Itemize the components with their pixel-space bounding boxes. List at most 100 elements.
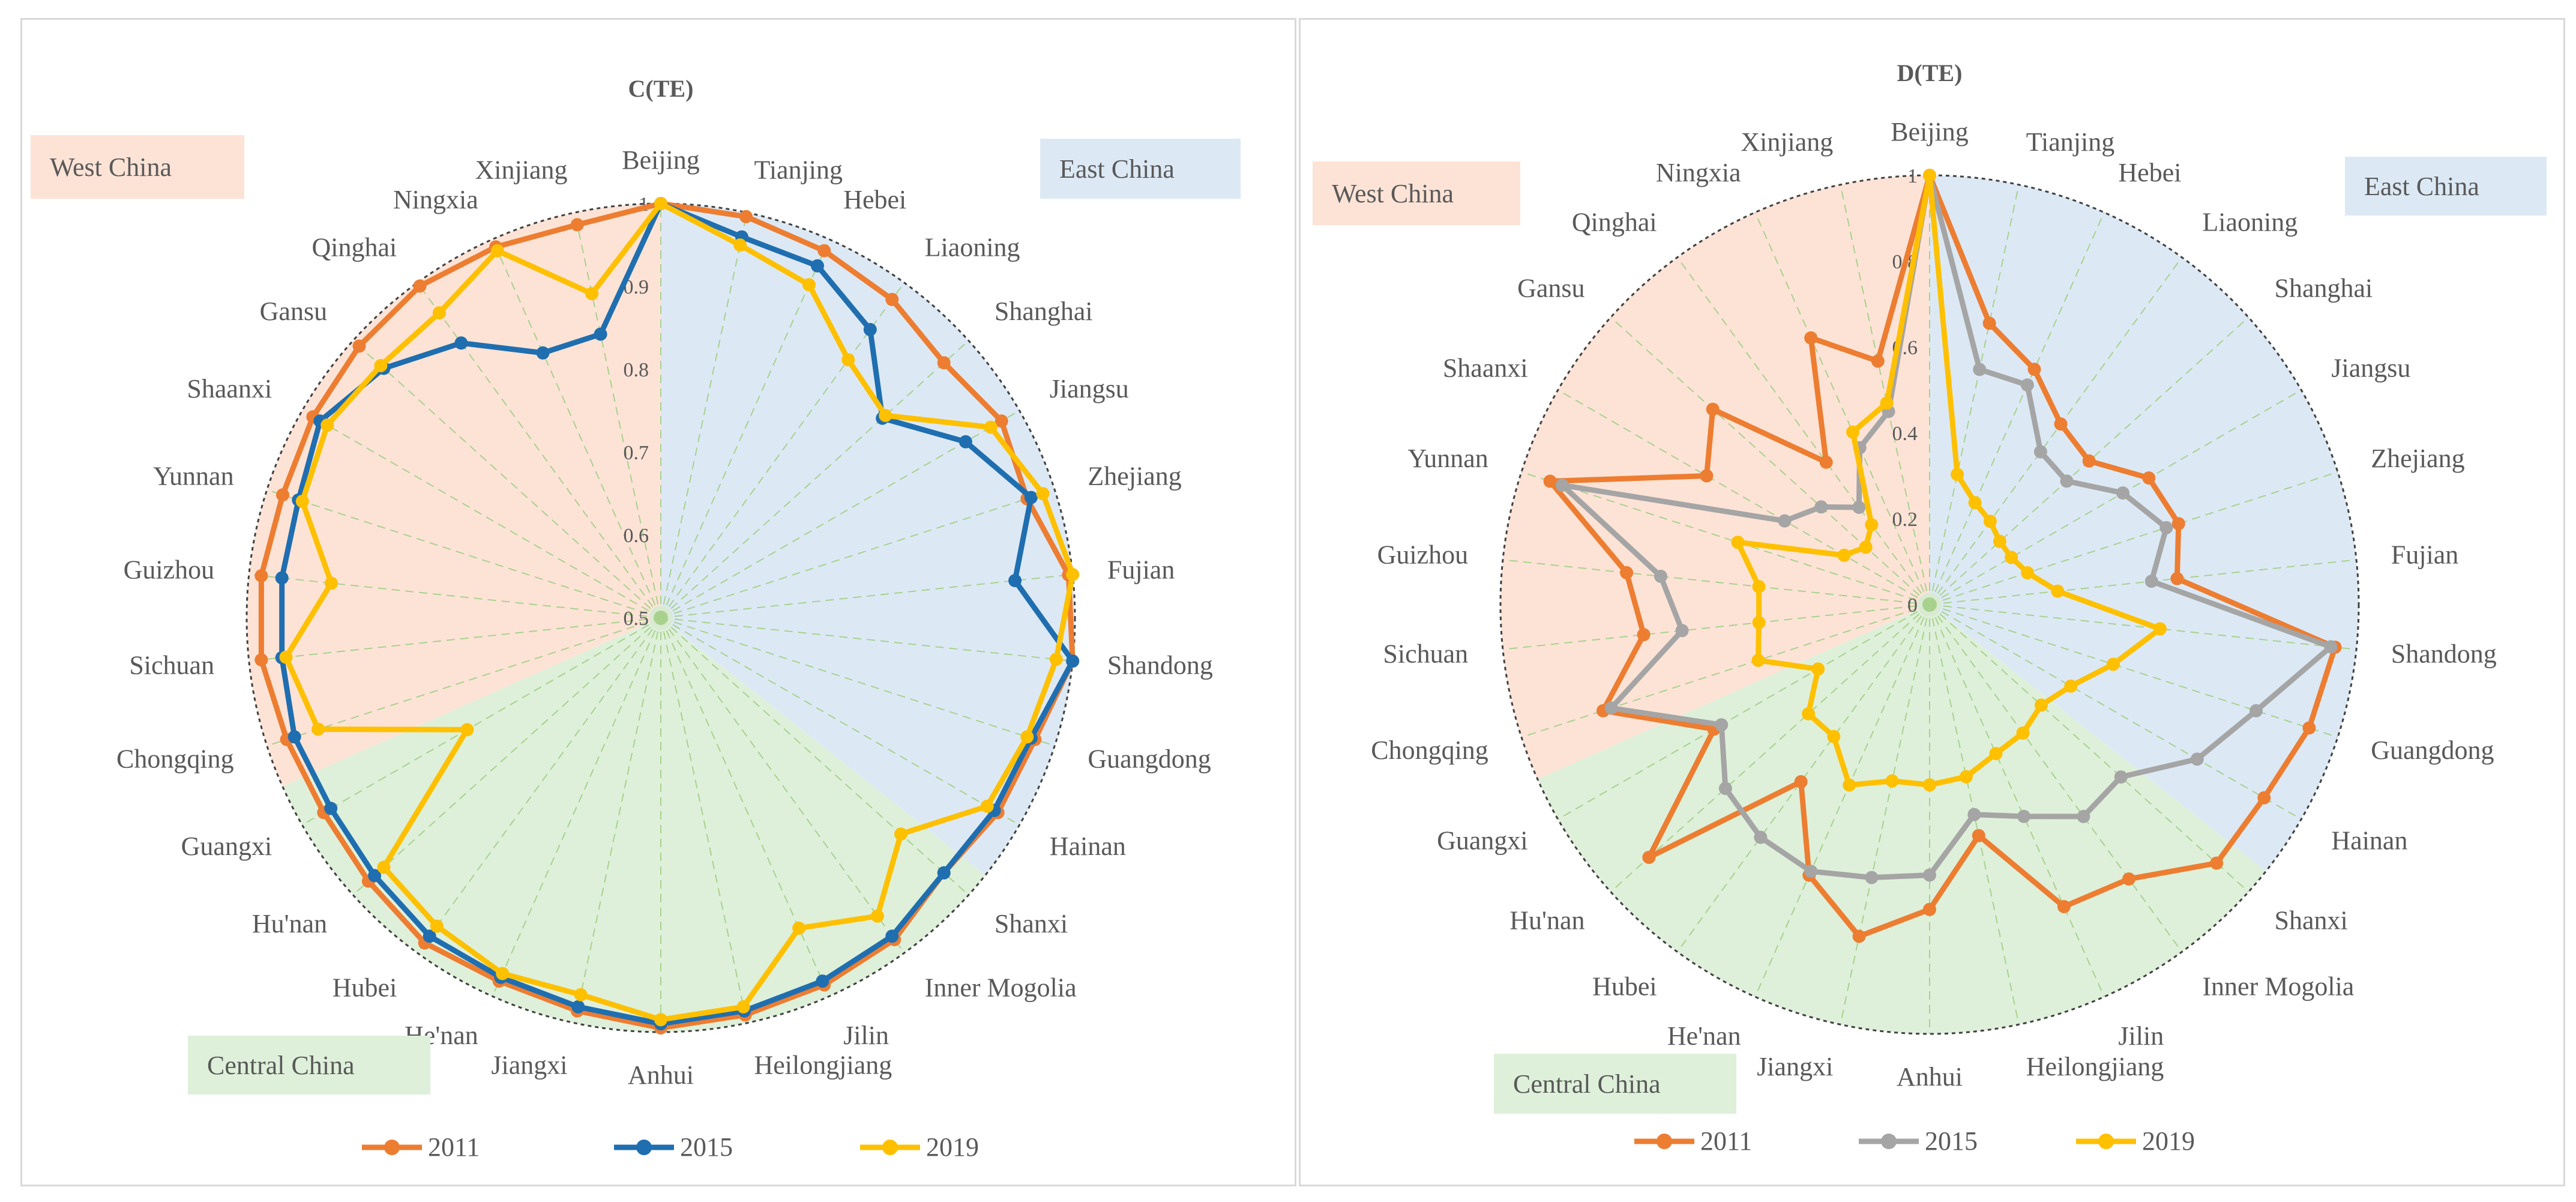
data-point — [2054, 417, 2068, 431]
province-label: Jilin — [2118, 1021, 2164, 1051]
data-point — [1020, 730, 1034, 744]
province-label: Gansu — [260, 297, 327, 326]
axis-spoke — [1521, 471, 1930, 605]
data-point — [368, 869, 382, 883]
axis-spoke — [1929, 184, 2020, 605]
data-point — [374, 358, 388, 372]
axis-tick-label: 0.5 — [624, 608, 649, 630]
data-point — [2122, 872, 2135, 886]
legend-label: 2015 — [1925, 1126, 1978, 1156]
data-point — [958, 435, 972, 448]
data-point — [1620, 566, 1634, 579]
chart-panel-dte: 0 0.2 0.4 0.6 0.8 1 Beijing Tianjing Hebei Liaoni… — [1299, 18, 2565, 1186]
data-point — [1066, 654, 1080, 668]
axis-spoke — [1929, 604, 2302, 820]
data-point — [1923, 868, 1936, 882]
data-point — [1846, 425, 1859, 439]
province-label: Ningxia — [1656, 158, 1741, 187]
data-point — [1642, 851, 1656, 864]
data-point — [802, 278, 816, 292]
data-point — [1859, 540, 1873, 554]
axis-tick-label: 0 — [1907, 594, 1918, 617]
data-point — [1923, 778, 1936, 792]
province-label: Beijing — [622, 145, 700, 175]
data-point — [325, 576, 338, 590]
data-point — [654, 1013, 667, 1027]
province-label: Chongqing — [116, 744, 234, 774]
data-point — [1852, 929, 1866, 943]
legend-label: 2019 — [2142, 1126, 2195, 1156]
data-point — [1654, 569, 1667, 583]
data-point — [1794, 775, 1808, 788]
axis-spoke — [1840, 184, 1930, 605]
data-point — [279, 650, 293, 664]
axis-spoke — [1557, 389, 1930, 605]
data-point — [2171, 517, 2185, 531]
data-point — [536, 346, 550, 360]
data-point — [1751, 653, 1765, 667]
province-label: Sichuan — [1383, 639, 1468, 668]
province-label: Hebei — [2118, 158, 2181, 187]
data-point — [863, 322, 877, 336]
axis-spoke — [1929, 604, 2183, 952]
data-point — [423, 929, 436, 943]
data-point — [1852, 501, 1866, 514]
data-point — [1008, 574, 1022, 587]
data-point — [1637, 628, 1651, 642]
data-point — [2016, 726, 2030, 740]
data-point — [2064, 679, 2078, 693]
legend-marker-2019 — [2098, 1134, 2114, 1149]
data-point — [1982, 316, 1996, 330]
center-dot — [649, 606, 673, 630]
center-dot — [1918, 593, 1942, 617]
data-point — [2144, 575, 2158, 588]
data-point — [1993, 534, 2006, 548]
data-point — [1827, 729, 1841, 743]
region-badge-east — [2345, 157, 2547, 216]
data-point — [841, 353, 855, 367]
data-point — [2082, 454, 2096, 468]
chart-panel-cte: 0.5 0.6 0.7 0.8 0.9 1 Beijing Tianjing Hebei Liao… — [20, 18, 1296, 1186]
province-label: Shaanxi — [187, 374, 272, 403]
data-point — [1923, 169, 1936, 182]
axis-spoke — [1502, 559, 1930, 605]
axis-spoke — [352, 340, 661, 618]
data-point — [1543, 474, 1557, 488]
region-badge-west — [1313, 162, 1520, 225]
data-point — [1024, 491, 1038, 504]
axis-spoke — [1521, 604, 1930, 738]
axis-spoke — [1840, 604, 1930, 1025]
data-point — [1731, 536, 1745, 549]
data-point — [585, 287, 599, 301]
data-point — [432, 306, 446, 319]
data-point — [1923, 902, 1936, 916]
axis-spoke — [352, 617, 661, 896]
data-point — [2027, 363, 2041, 376]
axis-spoke — [1929, 559, 2357, 605]
data-point — [454, 336, 468, 350]
data-point — [2210, 856, 2224, 870]
province-label: Guizhou — [1377, 540, 1469, 570]
data-point — [490, 244, 504, 258]
data-point — [1556, 479, 1569, 492]
data-point — [2077, 809, 2090, 823]
province-label: Inner Mogolia — [2202, 972, 2354, 1001]
province-label: Guangdong — [2371, 735, 2494, 765]
data-point — [2142, 471, 2156, 485]
province-label: Beijing — [1891, 117, 1969, 146]
data-point — [2107, 657, 2120, 671]
province-label: Hubei — [333, 973, 397, 1003]
province-label: Shanghai — [995, 297, 1093, 326]
data-point — [2033, 445, 2047, 459]
data-point — [1700, 469, 1714, 483]
outer-ring — [1499, 174, 2360, 1035]
axis-tick-label: 1 — [1907, 165, 1918, 187]
axis-spoke — [1929, 604, 2338, 738]
province-label: Hainan — [2331, 826, 2407, 856]
axis-tick-label: 0.8 — [624, 359, 649, 381]
region-sector-east — [661, 204, 1075, 875]
data-point — [894, 827, 907, 841]
data-point — [1951, 468, 1964, 482]
province-label: Guangxi — [1437, 826, 1528, 856]
data-point — [1754, 830, 1768, 844]
